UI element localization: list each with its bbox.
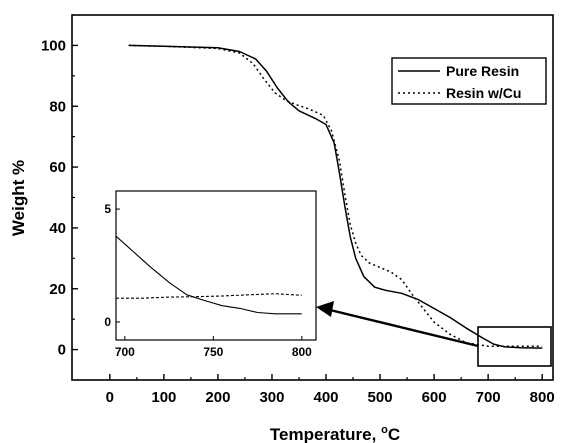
inset-x-tick-label: 750: [203, 345, 223, 359]
zoom-region-box: [477, 326, 552, 367]
y-tick-label: 40: [49, 220, 66, 237]
x-tick-label: 300: [259, 389, 284, 406]
x-tick-label: 200: [205, 389, 230, 406]
inset-x-axis: 700 750 800: [115, 336, 312, 359]
y-tick-label: 20: [49, 281, 66, 298]
series-line-pure-resin: [128, 44, 543, 349]
y-axis: 0 20 40 60 80 100: [41, 37, 78, 359]
y-axis-title: Weight %: [9, 160, 28, 236]
inset-y-tick-label: 0: [104, 315, 111, 329]
inset-y-axis: 05: [104, 202, 120, 329]
legend-frame: [391, 57, 547, 105]
inset-x-tick-label: 700: [115, 345, 135, 359]
y-tick-label: 100: [41, 37, 66, 54]
x-tick-label: 500: [368, 389, 393, 406]
x-tick-label: 400: [313, 389, 338, 406]
inset-plot: 700 750 800 05: [104, 190, 317, 359]
inset-series-group: [115, 235, 302, 315]
x-tick-label: 100: [151, 389, 176, 406]
x-tick-label: 700: [476, 389, 501, 406]
legend-label-pure-resin: Pure Resin: [446, 63, 519, 79]
inset-background: [116, 191, 316, 340]
x-tick-label: 800: [530, 389, 555, 406]
y-tick-label: 0: [58, 342, 66, 359]
inset-series-line-resin-cu: [116, 293, 302, 299]
legend: Pure Resin Resin w/Cu: [391, 57, 547, 105]
inset-y-tick-label: 5: [104, 202, 111, 216]
x-axis: 0 100 200 300 400 500 600 700 800: [106, 374, 555, 406]
main-plot: 0 100 200 300 400 500 600 700 800 0 20 40 60 80 100: [41, 14, 555, 406]
inset-series-line-pure-resin: [115, 235, 302, 315]
zoom-arrow-head: [316, 301, 334, 317]
y-tick-label: 80: [49, 98, 66, 115]
legend-label-resin-cu: Resin w/Cu: [446, 85, 521, 101]
zoom-arrow-line: [329, 308, 479, 348]
inset-x-tick-label: 800: [292, 345, 312, 359]
x-tick-label: 0: [106, 389, 114, 406]
series-line-resin-cu: [128, 44, 543, 347]
x-axis-title: Temperature, oC: [270, 424, 400, 443]
x-tick-label: 600: [422, 389, 447, 406]
main-series-group: [128, 44, 543, 349]
inset-plot-frame: [115, 190, 317, 341]
y-tick-label: 60: [49, 159, 66, 176]
